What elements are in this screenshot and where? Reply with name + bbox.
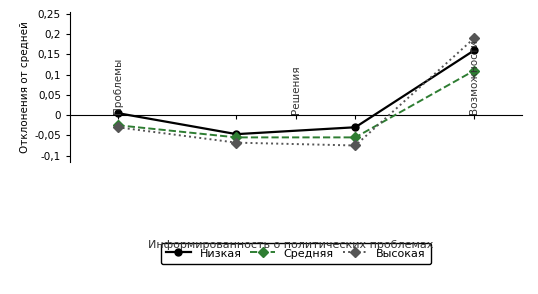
Средняя [233, 136, 239, 139]
Низкая [114, 111, 121, 115]
Низкая [471, 49, 478, 52]
Line: Низкая: Низкая [114, 47, 478, 138]
Низкая [352, 126, 359, 129]
Средняя [114, 123, 121, 127]
Text: Информированность о политических проблемах: Информированность о политических проблем… [148, 240, 433, 250]
Низкая [233, 132, 239, 136]
Line: Средняя: Средняя [114, 67, 478, 141]
Высокая [471, 36, 478, 40]
Высокая [114, 126, 121, 129]
Text: Решения: Решения [291, 65, 301, 114]
Средняя [352, 136, 359, 139]
Средняя [471, 69, 478, 72]
Высокая [352, 144, 359, 147]
Legend: Низкая, Средняя, Высокая: Низкая, Средняя, Высокая [160, 243, 431, 264]
Y-axis label: Отклонения от средней: Отклонения от средней [20, 21, 30, 153]
Text: Проблемы: Проблемы [112, 58, 123, 114]
Высокая [233, 141, 239, 144]
Text: Возможности: Возможности [469, 39, 479, 114]
Line: Высокая: Высокая [114, 35, 478, 149]
